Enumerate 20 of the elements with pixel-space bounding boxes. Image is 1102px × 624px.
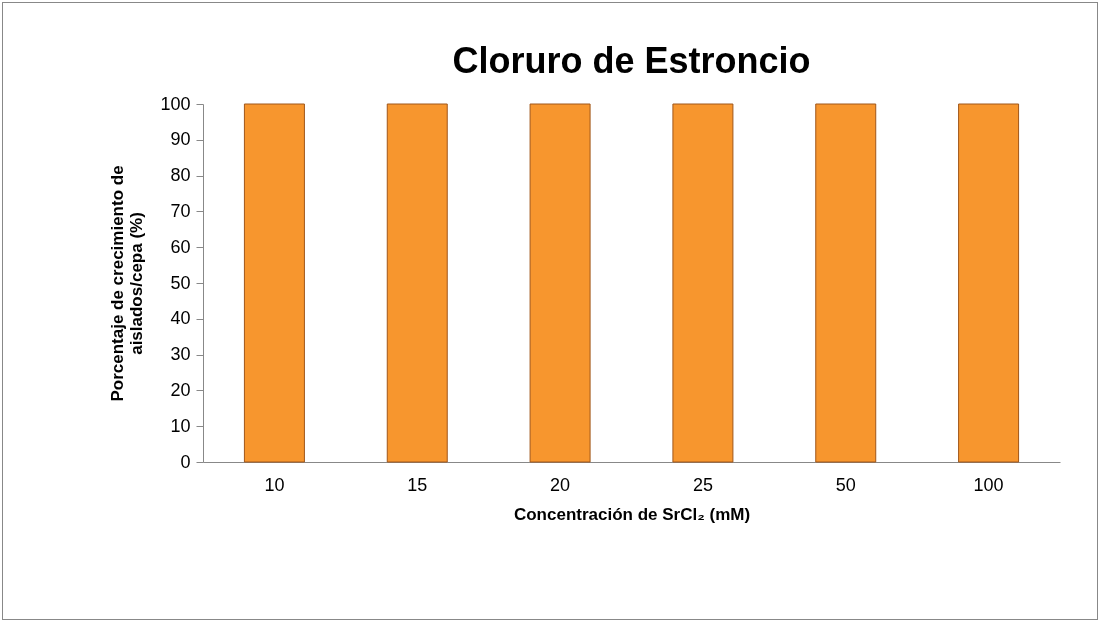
y-tick-label: 60 bbox=[170, 236, 191, 257]
y-axis-title: Porcentaje de crecimiento de aislados/cepa (%) bbox=[108, 165, 147, 402]
y-tick-label: 50 bbox=[170, 272, 191, 293]
y-tick-label: 100 bbox=[160, 93, 191, 114]
y-tick-label: 70 bbox=[170, 200, 191, 221]
x-tick-label: 25 bbox=[692, 474, 713, 495]
x-tick-label: 10 bbox=[264, 474, 285, 495]
y-tick-label: 80 bbox=[170, 165, 191, 186]
x-tick-label: 15 bbox=[407, 474, 428, 495]
x-tick-label: 100 bbox=[973, 474, 1004, 495]
y-tick-label: 10 bbox=[170, 415, 191, 436]
x-tick-label: 20 bbox=[550, 474, 571, 495]
x-tick-label: 50 bbox=[835, 474, 856, 495]
y-tick-label: 0 bbox=[180, 451, 191, 472]
y-tick-label: 20 bbox=[170, 379, 191, 400]
y-tick-label: 40 bbox=[170, 308, 191, 329]
chart-title: Cloruro de Estroncio bbox=[452, 40, 811, 81]
y-tick-label: 30 bbox=[170, 344, 191, 365]
y-tick-label: 90 bbox=[170, 129, 191, 150]
x-axis-title: Concentración de SrCl₂ (mM) bbox=[513, 504, 751, 524]
